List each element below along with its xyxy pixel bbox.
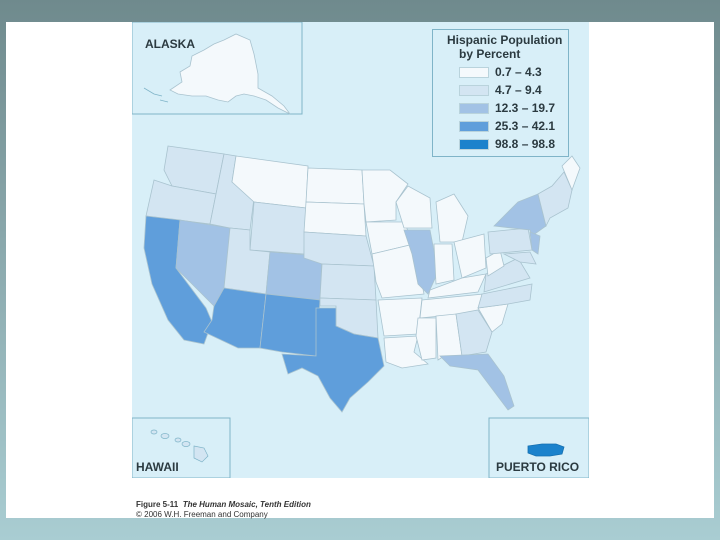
legend-swatch [459, 84, 489, 96]
state-wyoming [249, 201, 307, 255]
legend-label: 98.8 – 98.8 [495, 137, 556, 151]
figure-number: Figure 5-11 [136, 500, 179, 509]
alaska-inset-frame [132, 22, 303, 115]
state-virginia [483, 257, 531, 293]
puerto-rico-inset-frame [488, 417, 589, 478]
state-pennsylvania [487, 227, 533, 255]
legend-label: 4.7 – 9.4 [495, 83, 542, 97]
state-michigan [435, 193, 469, 243]
legend-swatch [459, 138, 489, 150]
legend-title-line2: by Percent [459, 47, 521, 61]
us-hispanic-map [132, 22, 589, 478]
alaska-aleutians [143, 87, 169, 103]
state-arkansas [377, 297, 423, 337]
state-kansas [319, 263, 377, 301]
legend-label: 25.3 – 42.1 [495, 119, 556, 133]
legend-label: 12.3 – 19.7 [495, 101, 556, 115]
legend-label: 0.7 – 4.3 [495, 65, 542, 79]
state-florida [439, 353, 515, 411]
legend: Hispanic Population by Percent 0.7 – 4.3… [432, 29, 569, 157]
state-south-dakota [303, 201, 367, 237]
state-kentucky [427, 273, 487, 299]
alaska-label: ALASKA [145, 37, 195, 51]
legend-swatch [459, 120, 489, 132]
state-mississippi [415, 317, 437, 361]
legend-swatch [459, 66, 489, 78]
legend-item: 25.3 – 42.1 [459, 119, 555, 133]
state-alaska [169, 33, 291, 115]
state-minnesota [361, 169, 409, 223]
state-ohio [453, 233, 487, 279]
legend-swatch [459, 102, 489, 114]
figure-caption: Figure 5-11 The Human Mosaic, Tenth Edit… [136, 500, 311, 520]
legend-item: 0.7 – 4.3 [459, 65, 542, 79]
state-north-carolina [477, 283, 533, 309]
legend-item: 98.8 – 98.8 [459, 137, 555, 151]
state-new-jersey [529, 231, 541, 255]
state-illinois [403, 229, 439, 295]
state-nebraska [303, 231, 375, 267]
legend-item: 12.3 – 19.7 [459, 101, 555, 115]
state-maryland-delaware [502, 251, 537, 265]
hawaii-inset-frame [132, 417, 231, 478]
legend-title: Hispanic Population by Percent [447, 33, 562, 61]
puerto-rico-label: PUERTO RICO [496, 460, 580, 474]
state-puerto-rico [527, 443, 565, 457]
legend-item: 4.7 – 9.4 [459, 83, 542, 97]
hawaii-label: HAWAII [136, 460, 179, 474]
state-texas [281, 307, 385, 413]
state-indiana [433, 243, 455, 285]
state-missouri [371, 243, 425, 299]
legend-title-line1: Hispanic Population [447, 33, 563, 47]
state-new-england [537, 171, 573, 228]
book-title: The Human Mosaic, Tenth Edition [182, 500, 311, 509]
state-north-dakota [305, 167, 365, 205]
state-hawaii [150, 429, 209, 463]
state-georgia [455, 309, 493, 357]
state-maine [561, 155, 581, 192]
state-wisconsin [395, 185, 433, 229]
state-new-mexico [259, 293, 321, 357]
copyright: © 2006 W.H. Freeman and Company [136, 510, 268, 519]
